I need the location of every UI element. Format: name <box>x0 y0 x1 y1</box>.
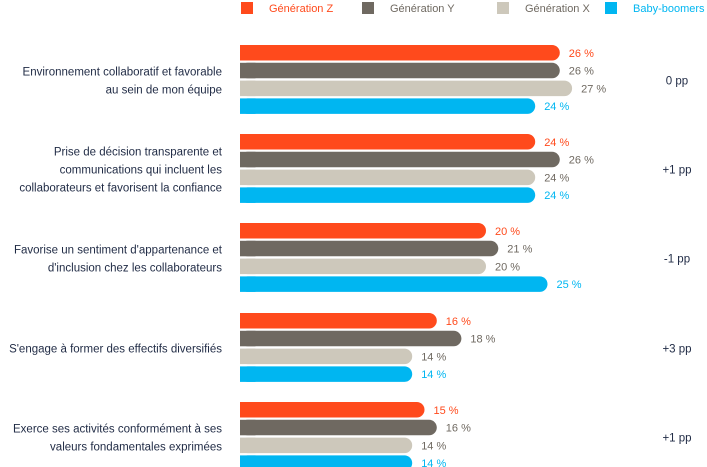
category-label: Prise de décision transparente et <box>54 147 223 159</box>
bar-left-edge <box>240 366 256 382</box>
bar-left-edge <box>240 98 256 114</box>
bar-left-edge <box>240 45 256 61</box>
data-label: 14 % <box>421 351 446 363</box>
category-label: d'inclusion chez les collaborateurs <box>48 263 222 275</box>
bar-left-edge <box>240 240 256 257</box>
category-label: communications qui incluent les <box>60 165 223 177</box>
data-label: 27 % <box>581 83 606 95</box>
legend-label: Baby-boomers <box>633 3 705 15</box>
delta-label: 0 pp <box>666 76 688 88</box>
data-label: 24 % <box>544 101 569 113</box>
bar <box>240 402 425 418</box>
bar-left-edge <box>240 169 256 186</box>
bar-left-edge <box>240 151 256 168</box>
data-label: 24 % <box>544 172 569 184</box>
bar <box>240 419 437 436</box>
category-label: au sein de mon équipe <box>106 85 222 97</box>
delta-label: -1 pp <box>664 254 690 266</box>
bar <box>240 223 486 239</box>
category-label: valeurs fondamentales exprimées <box>50 442 222 454</box>
bar <box>240 437 413 454</box>
bar-left-edge <box>240 187 256 203</box>
bar-left-edge <box>240 419 256 436</box>
category-label: Environnement collaboratif et favorable <box>23 67 222 79</box>
delta-label: +1 pp <box>662 433 691 445</box>
bar <box>240 366 413 382</box>
data-label: 14 % <box>421 440 446 452</box>
category-label: Exerce ses activités conformément à ses <box>13 424 222 436</box>
bar-left-edge <box>240 258 256 275</box>
bar-left-edge <box>240 437 256 454</box>
bar-left-edge <box>240 62 256 79</box>
bar <box>240 330 462 347</box>
legend-label: Génération Z <box>269 3 333 15</box>
bar-left-edge <box>240 313 256 329</box>
bar <box>240 187 536 203</box>
data-label: 18 % <box>470 334 495 346</box>
bar <box>240 313 437 329</box>
bar-left-edge <box>240 276 256 292</box>
data-label: 21 % <box>507 244 532 256</box>
data-label: 20 % <box>495 226 520 238</box>
category-label: Favorise un sentiment d'appartenance et <box>14 245 223 257</box>
bar-left-edge <box>240 223 256 239</box>
legend-swatch <box>362 2 374 14</box>
delta-label: +1 pp <box>662 165 691 177</box>
bar-left-edge <box>240 330 256 347</box>
bar-left-edge <box>240 455 256 467</box>
data-label: 14 % <box>421 369 446 381</box>
data-label: 26 % <box>569 66 594 78</box>
data-label: 20 % <box>495 261 520 273</box>
bar <box>240 98 536 114</box>
data-label: 25 % <box>557 279 582 291</box>
data-label: 26 % <box>569 48 594 60</box>
bar <box>240 80 573 97</box>
bar <box>240 276 548 292</box>
data-label: 15 % <box>434 405 459 417</box>
bar <box>240 62 560 79</box>
bar <box>240 169 536 186</box>
legend-swatch <box>241 2 253 14</box>
bar <box>240 455 413 467</box>
bar <box>240 348 413 365</box>
data-label: 14 % <box>421 458 446 467</box>
data-label: 16 % <box>446 316 471 328</box>
bar-left-edge <box>240 402 256 418</box>
legend-swatch <box>605 2 617 14</box>
bar-left-edge <box>240 348 256 365</box>
data-label: 24 % <box>544 190 569 202</box>
data-label: 16 % <box>446 423 471 435</box>
legend-label: Génération Y <box>390 3 455 15</box>
bar <box>240 45 560 61</box>
legend-label: Génération X <box>525 3 590 15</box>
bar-left-edge <box>240 80 256 97</box>
category-label: collaborateurs et favorisent la confianc… <box>19 183 222 195</box>
legend-swatch <box>497 2 509 14</box>
bar <box>240 240 499 257</box>
bar <box>240 258 486 275</box>
bar <box>240 151 560 168</box>
data-label: 24 % <box>544 137 569 149</box>
bar <box>240 134 536 150</box>
category-label: S'engage à former des effectifs diversif… <box>9 344 222 356</box>
delta-label: +3 pp <box>662 344 691 356</box>
bar-left-edge <box>240 134 256 150</box>
data-label: 26 % <box>569 155 594 167</box>
